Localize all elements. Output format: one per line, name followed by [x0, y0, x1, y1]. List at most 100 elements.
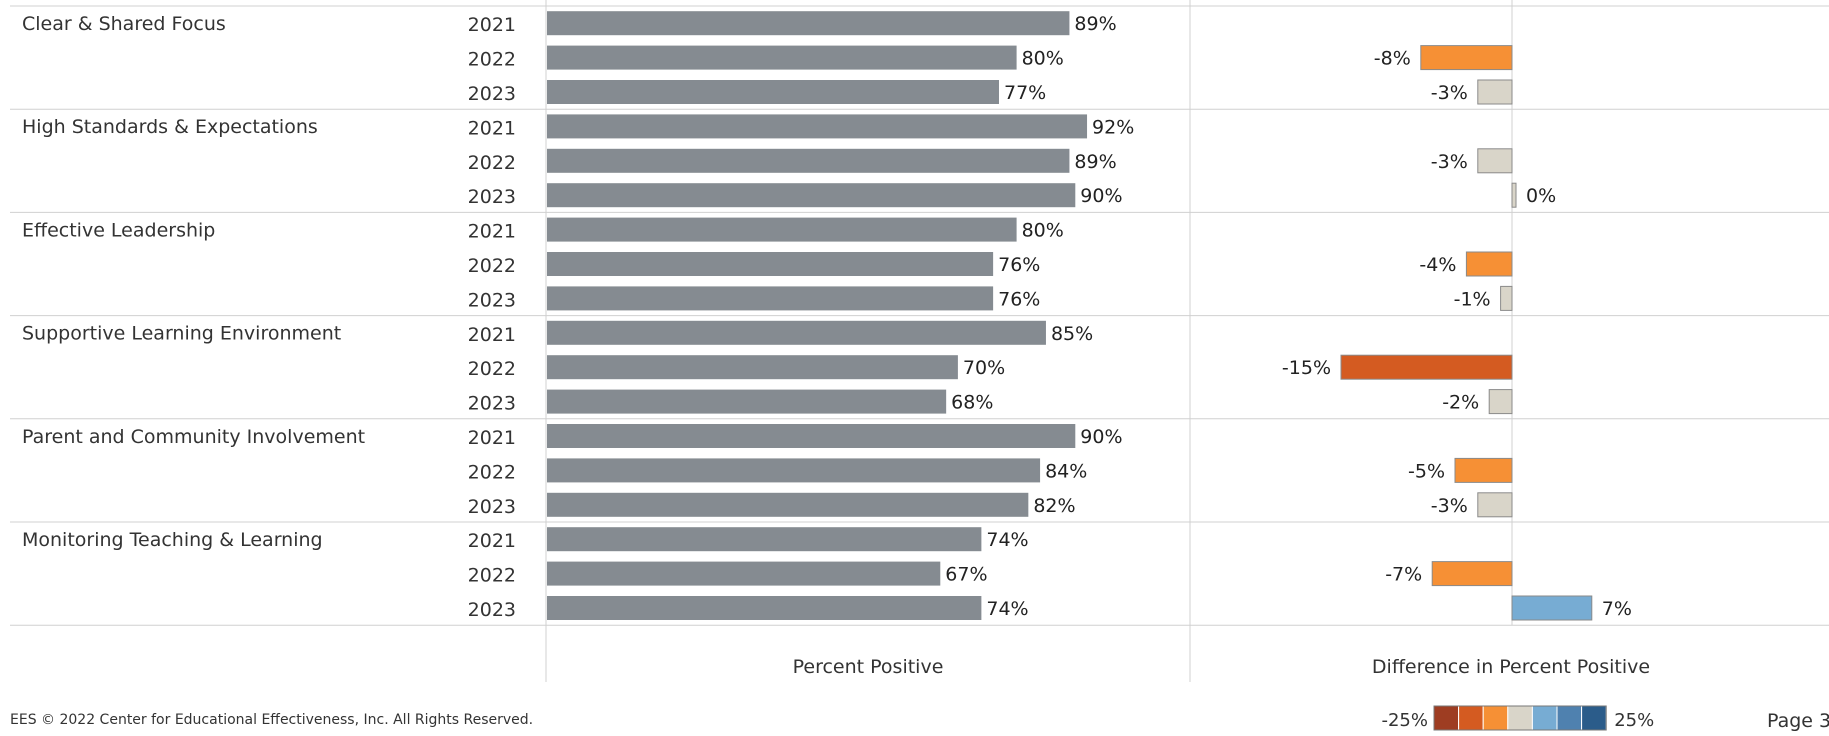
percent-label: 82%	[1033, 495, 1075, 517]
legend-swatch	[1458, 705, 1484, 731]
percent-label: 76%	[998, 288, 1040, 310]
difference-bar	[1511, 182, 1517, 208]
percent-label: 70%	[963, 357, 1005, 379]
year-label: 2022	[468, 152, 516, 174]
percent-label: 67%	[945, 564, 987, 586]
difference-bar	[1488, 389, 1513, 415]
group-label: High Standards & Expectations	[22, 116, 318, 138]
difference-bar	[1465, 251, 1513, 277]
difference-bar	[1454, 457, 1513, 483]
percent-bar	[547, 492, 1029, 517]
difference-label: -3%	[1431, 151, 1468, 173]
year-label: 2022	[468, 565, 516, 587]
percent-bar	[547, 114, 1088, 139]
group-label: Parent and Community Involvement	[22, 426, 365, 448]
difference-label: -3%	[1431, 495, 1468, 517]
percent-label: 80%	[1022, 220, 1064, 242]
difference-label: -2%	[1442, 392, 1479, 414]
difference-label: -15%	[1282, 357, 1331, 379]
difference-bar	[1477, 148, 1513, 174]
difference-bar	[1340, 354, 1513, 380]
difference-bar	[1500, 285, 1513, 311]
percent-label: 77%	[1004, 82, 1046, 104]
legend-min-label: -25%	[1381, 710, 1428, 731]
page-number: Page 3	[1767, 710, 1829, 732]
percent-label: 74%	[986, 598, 1028, 620]
difference-label: -1%	[1454, 288, 1491, 310]
percent-label: 84%	[1045, 460, 1087, 482]
legend-swatch	[1556, 705, 1583, 731]
year-label: 2021	[468, 324, 516, 346]
legend-swatch	[1531, 705, 1558, 731]
difference-bar	[1511, 595, 1593, 621]
difference-label: 0%	[1526, 185, 1556, 207]
year-label: 2022	[468, 461, 516, 483]
percent-label: 89%	[1074, 13, 1116, 35]
difference-bar	[1431, 561, 1513, 587]
panel-title-percent: Percent Positive	[793, 656, 944, 678]
percent-bar	[547, 389, 947, 414]
year-label: 2023	[468, 393, 516, 415]
group-label: Effective Leadership	[22, 219, 215, 241]
year-label: 2023	[468, 186, 516, 208]
year-label: 2021	[468, 117, 516, 139]
year-label: 2022	[468, 255, 516, 277]
percent-label: 80%	[1022, 48, 1064, 70]
legend-max-label: 25%	[1614, 710, 1654, 731]
difference-label: -5%	[1408, 460, 1445, 482]
year-label: 2021	[468, 530, 516, 552]
percent-label: 89%	[1074, 151, 1116, 173]
percent-bar	[547, 80, 999, 104]
percent-label: 74%	[986, 529, 1028, 551]
year-label: 2022	[468, 358, 516, 380]
percent-bar	[547, 148, 1070, 173]
legend-swatch	[1581, 705, 1607, 731]
group-label: Monitoring Teaching & Learning	[22, 529, 323, 551]
percent-bar	[547, 458, 1041, 483]
legend-border	[1433, 705, 1607, 731]
difference-label: -8%	[1374, 48, 1411, 70]
year-label: 2021	[468, 221, 516, 243]
percent-label: 85%	[1051, 323, 1093, 345]
year-label: 2023	[468, 599, 516, 621]
percent-label: 90%	[1080, 185, 1122, 207]
percent-label: 68%	[951, 392, 993, 414]
color-legend: -25% 25%	[1378, 704, 1678, 732]
percent-bar	[547, 596, 982, 620]
percent-bar	[547, 561, 941, 586]
percent-bar	[547, 11, 1070, 36]
footer-copyright: EES © 2022 Center for Educational Effect…	[10, 712, 534, 728]
difference-bar	[1477, 79, 1513, 105]
percent-bar	[547, 527, 982, 552]
panel-title-difference: Difference in Percent Positive	[1372, 656, 1650, 678]
percent-label: 76%	[998, 254, 1040, 276]
difference-label: -3%	[1431, 82, 1468, 104]
legend-swatch	[1482, 705, 1509, 731]
percent-bar	[547, 320, 1046, 345]
percent-bar	[547, 424, 1076, 448]
difference-label: 7%	[1602, 598, 1632, 620]
group-label: Supportive Learning Environment	[22, 323, 341, 345]
year-label: 2021	[468, 427, 516, 449]
year-label: 2021	[468, 14, 516, 36]
year-label: 2023	[468, 289, 516, 311]
difference-bar	[1477, 492, 1513, 518]
group-label: Clear & Shared Focus	[22, 13, 226, 35]
percent-bar	[547, 355, 958, 380]
percent-bar	[547, 286, 994, 311]
percent-bar	[547, 252, 994, 276]
difference-label: -7%	[1385, 564, 1422, 586]
percent-bar	[547, 45, 1017, 70]
percent-label: 92%	[1092, 116, 1134, 138]
legend-swatch	[1507, 705, 1533, 731]
percent-bar	[547, 183, 1076, 208]
difference-bar	[1420, 45, 1513, 71]
percent-bar	[547, 217, 1017, 242]
year-label: 2023	[468, 83, 516, 105]
legend-swatch	[1433, 705, 1460, 731]
year-label: 2023	[468, 496, 516, 518]
year-label: 2022	[468, 49, 516, 71]
difference-label: -4%	[1419, 254, 1456, 276]
percent-label: 90%	[1080, 426, 1122, 448]
